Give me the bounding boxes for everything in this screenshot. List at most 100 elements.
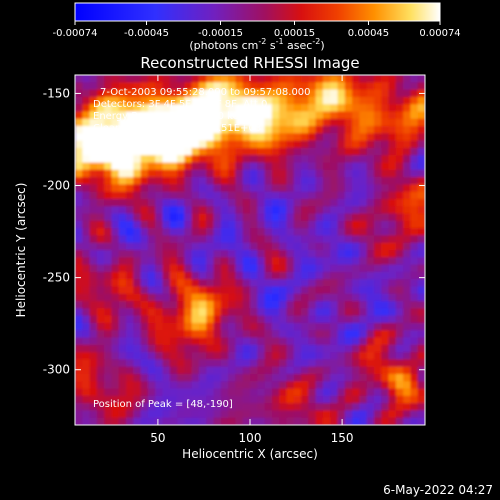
heatmap-cell	[111, 388, 120, 397]
heatmap-cell	[191, 344, 200, 353]
heatmap-cell	[206, 381, 215, 390]
heatmap-cell	[89, 250, 98, 258]
heatmap-cell	[257, 403, 266, 412]
heatmap-cell	[155, 366, 164, 375]
heatmap-cell	[111, 337, 120, 346]
heatmap-cell	[271, 75, 280, 83]
heatmap-cell	[381, 257, 390, 266]
colorbar-tick-labels: -0.00074 -0.00045 -0.00015 0.00015 0.00045 0.…	[53, 28, 461, 39]
heatmap-cell	[235, 373, 244, 382]
heatmap-cell	[198, 75, 207, 83]
heatmap-cell	[228, 301, 237, 309]
heatmap-cell	[126, 388, 134, 397]
heatmap-cell	[169, 315, 178, 324]
heatmap-cell	[293, 286, 302, 295]
heatmap-cell	[322, 118, 331, 127]
heatmap-cell	[359, 213, 368, 222]
heatmap-cell	[322, 301, 331, 309]
heatmap-cell	[417, 155, 425, 164]
heatmap-cell	[344, 417, 353, 425]
heatmap-cell	[162, 104, 171, 113]
heatmap-cell	[395, 191, 404, 200]
heatmap-cell	[373, 177, 382, 185]
heatmap-cell	[250, 235, 258, 244]
heatmap-cell	[315, 403, 324, 412]
heatmap-cell	[352, 111, 360, 120]
heatmap-cell	[140, 286, 149, 295]
heatmap-cell	[228, 75, 237, 83]
heatmap-cell	[75, 133, 83, 142]
annotation-time-range: 7-Oct-2003 09:55:28.000 to 09:57:08.000	[100, 87, 311, 98]
heatmap-cell	[381, 169, 390, 178]
heatmap-cell	[169, 293, 178, 302]
heatmap-cell	[293, 126, 302, 134]
heatmap-cell	[198, 96, 207, 105]
heatmap-cell	[191, 213, 200, 222]
heatmap-cell	[140, 75, 149, 83]
heatmap-cell	[301, 279, 309, 288]
heatmap-cell	[315, 198, 324, 207]
heatmap-cell	[147, 373, 156, 382]
heatmap-cell	[373, 308, 382, 317]
heatmap-cell	[89, 213, 98, 222]
heatmap-cell	[177, 177, 185, 185]
heatmap-cell	[250, 322, 258, 331]
heatmap-cell	[206, 308, 215, 317]
heatmap-cell	[155, 315, 164, 324]
heatmap-cell	[417, 410, 425, 419]
heatmap-cell	[140, 264, 149, 273]
heatmap-cell	[279, 308, 288, 317]
heatmap-cell	[337, 75, 346, 83]
heatmap-cell	[75, 315, 83, 324]
heatmap-cell	[359, 96, 368, 105]
heatmap-cell	[96, 140, 105, 149]
heatmap-cell	[177, 359, 185, 368]
heatmap-cell	[344, 89, 353, 98]
heatmap-cell	[315, 177, 324, 185]
heatmap-cell	[352, 220, 360, 229]
heatmap-cell	[133, 96, 142, 105]
heatmap-cell	[410, 220, 419, 229]
heatmap-cell	[235, 403, 244, 412]
heatmap-cell	[315, 381, 324, 390]
heatmap-cell	[184, 104, 193, 113]
heatmap-cell	[184, 198, 193, 207]
heatmap-cell	[337, 410, 346, 419]
heatmap-cell	[395, 75, 404, 83]
heatmap-cell	[410, 191, 419, 200]
heatmap-cell	[169, 330, 178, 339]
heatmap-cell	[286, 75, 295, 83]
heatmap-cell	[330, 264, 339, 273]
heatmap-cell	[257, 286, 266, 295]
heatmap-cell	[206, 140, 215, 149]
heatmap-cell	[177, 96, 185, 105]
heatmap-cell	[381, 359, 390, 368]
heatmap-cell	[155, 381, 164, 390]
heatmap-cell	[373, 96, 382, 105]
heatmap-cell	[286, 206, 295, 215]
heatmap-cell	[250, 162, 258, 171]
heatmap-cell	[213, 126, 222, 134]
heatmap-cell	[257, 242, 266, 251]
heatmap-cell	[359, 250, 368, 258]
heatmap-cell	[308, 279, 317, 288]
heatmap-cell	[352, 264, 360, 273]
heatmap-cell	[301, 89, 309, 98]
heatmap-cell	[293, 96, 302, 105]
heatmap-cell	[177, 140, 185, 149]
heatmap-cell	[395, 315, 404, 324]
heatmap-cell	[257, 359, 266, 368]
heatmap-cell	[155, 352, 164, 360]
heatmap-cell	[308, 395, 317, 404]
heatmap-cell	[75, 118, 83, 127]
heatmap-cell	[228, 147, 237, 156]
heatmap-cell	[75, 322, 83, 331]
heatmap-cell	[315, 111, 324, 120]
heatmap-cell	[257, 169, 266, 178]
heatmap-cell	[191, 147, 200, 156]
heatmap-cell	[104, 140, 113, 149]
heatmap-cell	[322, 286, 331, 295]
heatmap-cell	[271, 213, 280, 222]
heatmap-cell	[140, 169, 149, 178]
heatmap-cell	[133, 126, 142, 134]
